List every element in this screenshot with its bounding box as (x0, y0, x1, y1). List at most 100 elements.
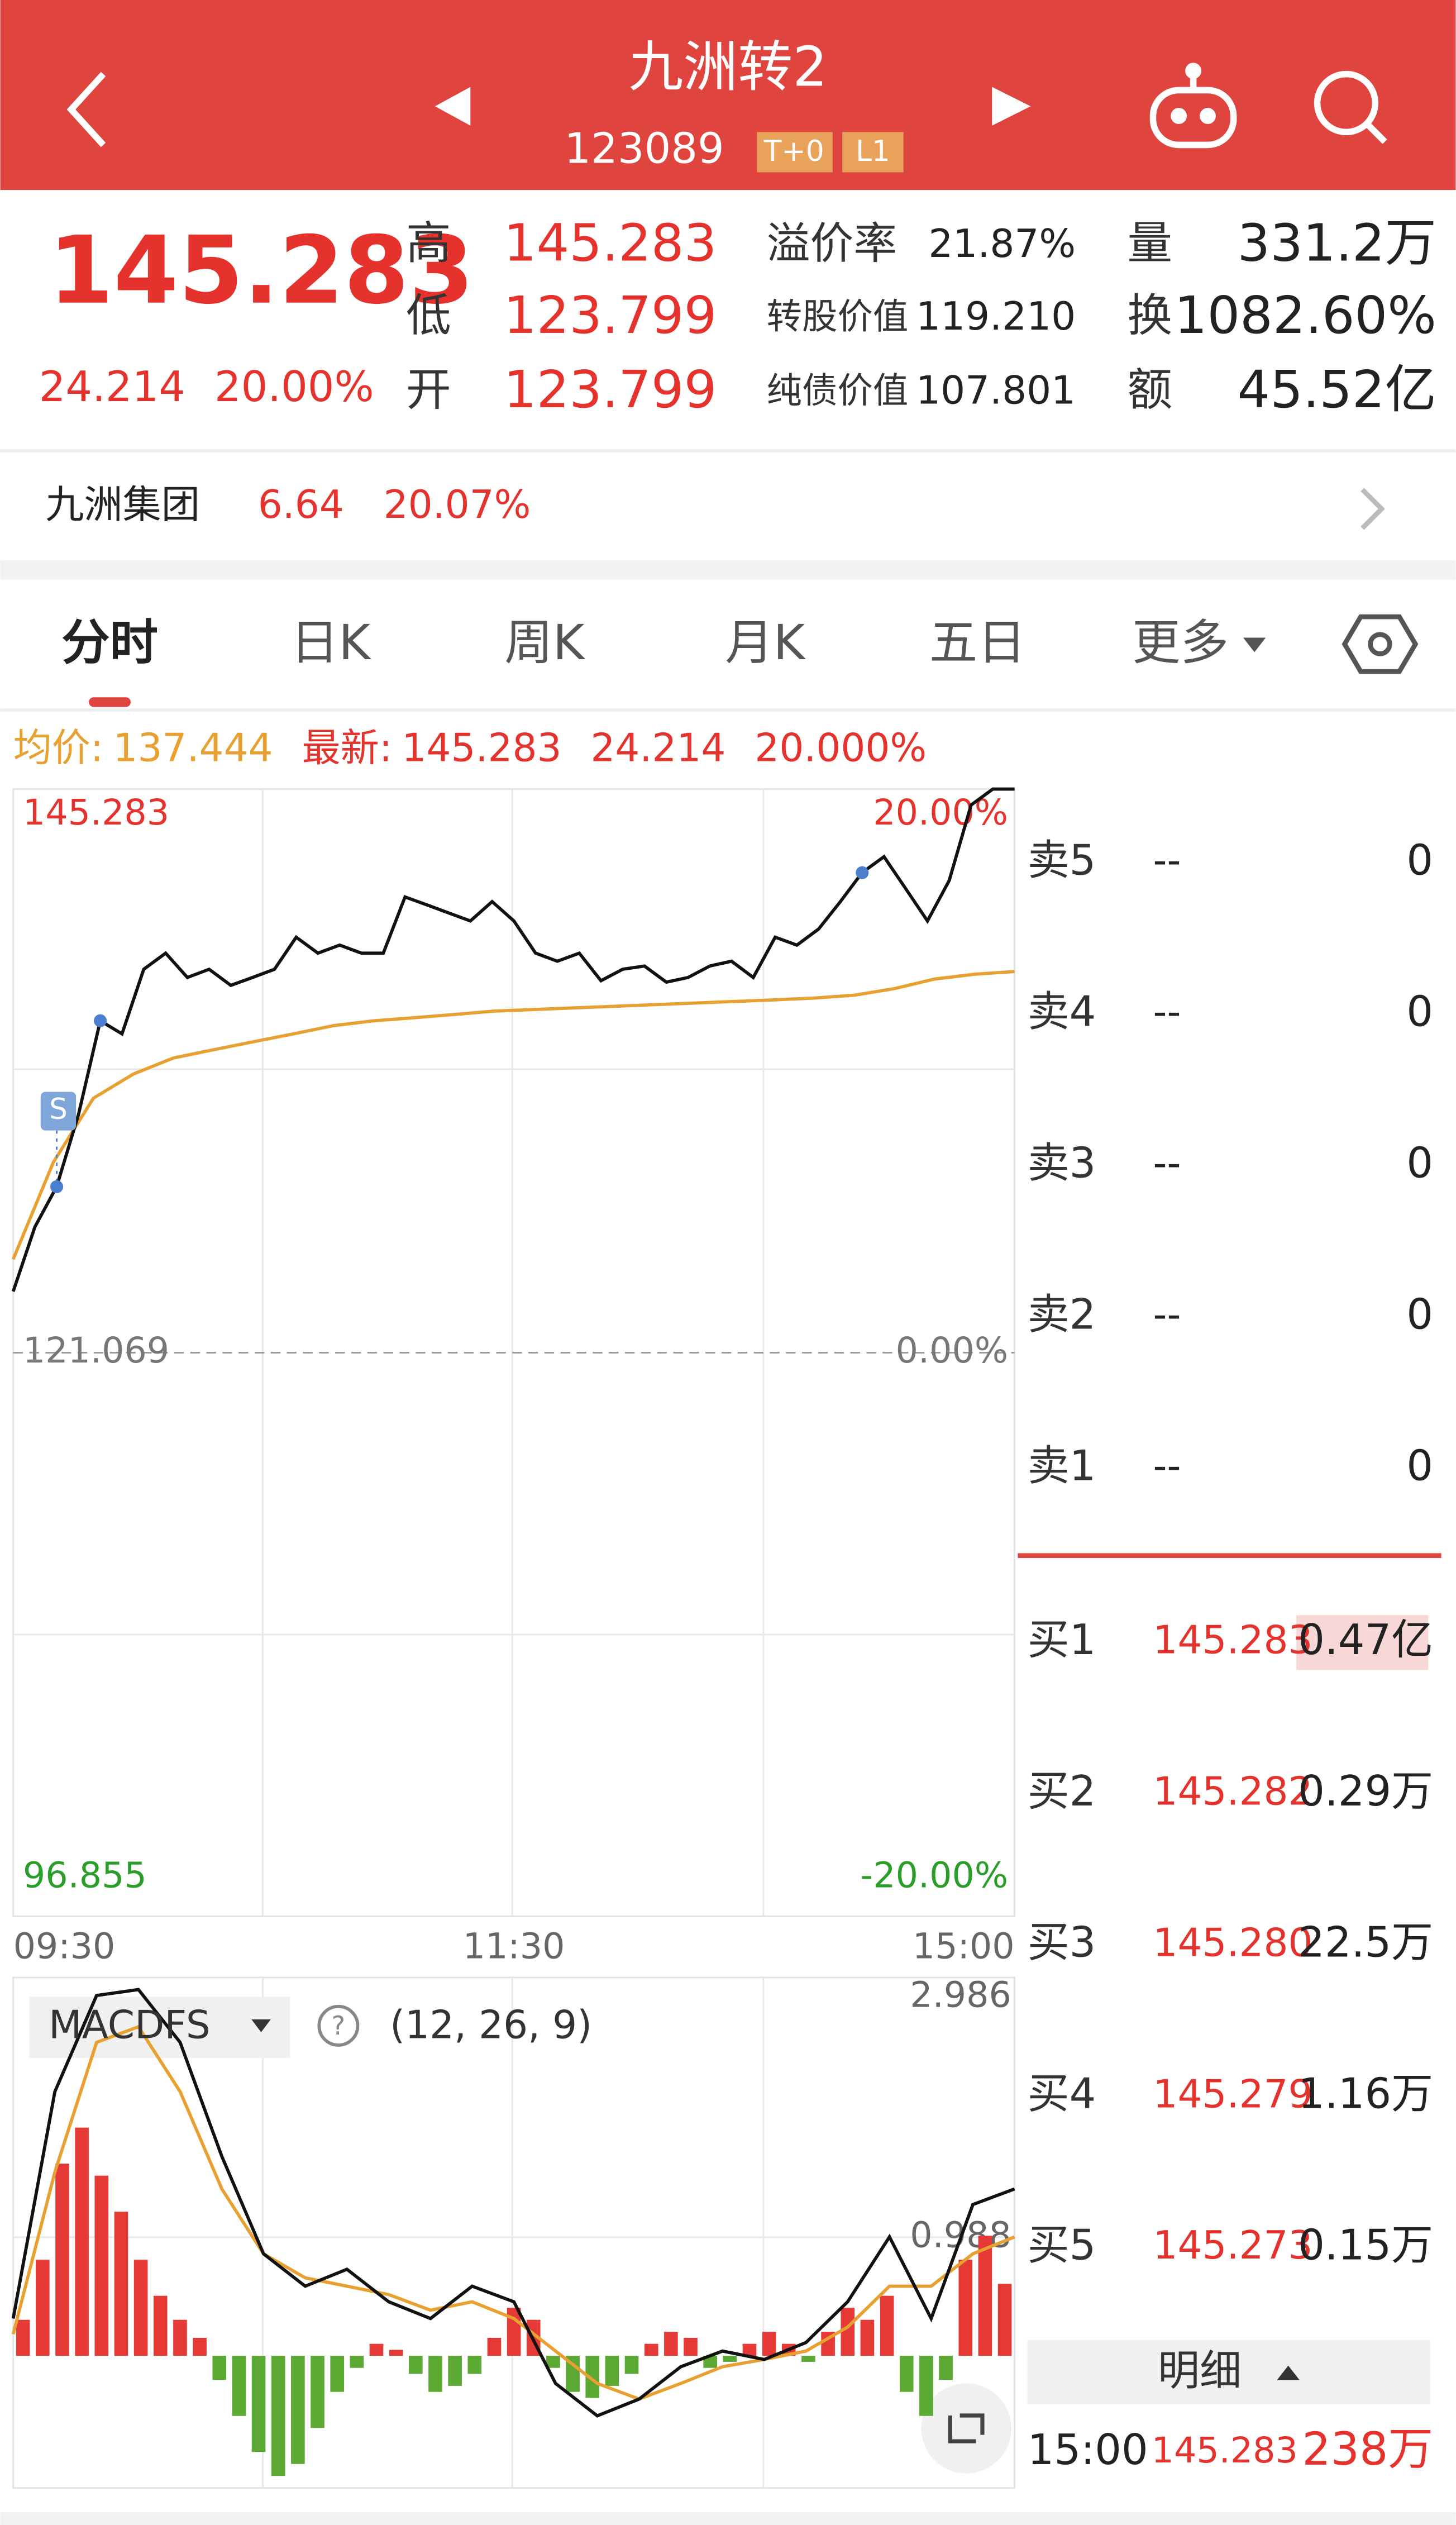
y-tick-label: 121.069 (23, 1330, 169, 1371)
macd-bar (919, 2356, 933, 2416)
dea-line (11, 2024, 1015, 2401)
macd-bar (193, 2337, 207, 2356)
macd-bar (36, 2260, 50, 2356)
stat-value: 123.799 (504, 285, 717, 345)
macd-bar (487, 2337, 502, 2356)
book-label: 买5 (1028, 2221, 1096, 2270)
tab[interactable]: 更多 (1132, 615, 1229, 671)
macd-bar (350, 2356, 364, 2368)
pct-label: -20.00% (860, 1855, 1008, 1896)
tab[interactable]: 周K (504, 615, 585, 671)
stat-value: 107.801 (916, 368, 1076, 413)
stat-value: 119.210 (916, 294, 1076, 339)
stat-value: 123.799 (504, 359, 717, 420)
book-volume: 0 (1406, 836, 1433, 885)
macd-bar (723, 2356, 737, 2362)
avg-line (11, 970, 1015, 1260)
detail-button[interactable] (1027, 2340, 1430, 2404)
book-price: -- (1153, 839, 1181, 883)
change-pct: 20.00% (214, 362, 374, 411)
dif-line (11, 1988, 1015, 2418)
macd-bar (389, 2350, 403, 2356)
book-label: 卖1 (1028, 1441, 1096, 1490)
stat-label: 纯债价值 (767, 370, 909, 411)
legend-item: 最新: (302, 726, 392, 770)
macd-bar (644, 2343, 658, 2356)
book-volume: 0 (1406, 1441, 1433, 1490)
tab[interactable]: 五日 (929, 615, 1026, 671)
trade-dot (856, 866, 869, 879)
macd-bar (173, 2319, 187, 2356)
robot-icon[interactable] (1149, 63, 1237, 149)
book-volume: 0.29万 (1298, 1766, 1433, 1816)
book-price: 145.280 (1153, 1921, 1313, 1965)
tab[interactable]: 分时 (61, 615, 158, 671)
y-tick-label: 145.283 (23, 792, 169, 833)
book-price: 145.279 (1153, 2072, 1313, 2117)
macd-bar (939, 2356, 953, 2380)
macd-bar (114, 2212, 128, 2356)
stat-value: 1082.60% (1175, 285, 1436, 345)
macd-bar (703, 2356, 717, 2368)
macd-bar (762, 2332, 776, 2356)
book-price: -- (1153, 990, 1181, 1035)
help-icon[interactable] (317, 2004, 360, 2047)
legend-item: 20.000% (755, 726, 927, 770)
stock-link-arrow[interactable] (1360, 488, 1385, 530)
indicator-params: (12, 26, 9) (390, 2003, 592, 2047)
book-volume: 0.47亿 (1298, 1615, 1433, 1664)
tag-bg (757, 132, 833, 173)
marker-label: S (49, 1093, 68, 1126)
macd-bar (684, 2337, 698, 2356)
book-price: -- (1153, 1141, 1181, 1186)
macd-bar (212, 2356, 227, 2380)
macd-bar (841, 2308, 855, 2356)
next-button[interactable] (992, 87, 1031, 126)
book-label: 卖3 (1028, 1138, 1096, 1188)
macd-bar (624, 2356, 639, 2374)
price-line (11, 787, 1015, 1292)
settings-icon[interactable] (1368, 632, 1392, 656)
indicator-name: MACDFS (49, 2003, 211, 2047)
legend-item: 137.444 (113, 726, 273, 770)
tab[interactable]: 日K (290, 615, 371, 671)
macd-bar (94, 2175, 109, 2356)
macd-bar (546, 2356, 560, 2368)
macd-bar (978, 2236, 992, 2356)
last-price: 145.283 (49, 217, 474, 325)
macd-bar (409, 2356, 423, 2374)
stat-value: 45.52亿 (1238, 359, 1436, 420)
stat-label: 开 (406, 364, 451, 416)
book-price: -- (1153, 1444, 1181, 1489)
back-button[interactable] (66, 72, 106, 147)
book-volume: 0 (1406, 1290, 1433, 1339)
search-icon[interactable] (1314, 70, 1387, 144)
macd-bar (75, 2127, 89, 2356)
macd-frame (12, 1976, 1016, 2489)
stat-value: 145.283 (504, 212, 717, 273)
grid (13, 789, 1015, 2488)
tag-bg (842, 132, 904, 173)
expand-button[interactable] (921, 2383, 1011, 2474)
trade-dot (50, 1180, 64, 1193)
divider (0, 560, 1456, 580)
legend-item: 145.283 (402, 726, 561, 770)
legend: 均价: 137.444 最新: 145.283 24.214 20.000% (13, 726, 927, 770)
macd-bar (311, 2356, 324, 2428)
y-tick-label: 96.855 (23, 1855, 147, 1896)
settings-icon[interactable] (1342, 614, 1419, 674)
macd-bar (369, 2343, 384, 2356)
book-price: -- (1153, 1293, 1181, 1337)
help-icon[interactable]: ? (332, 2011, 345, 2041)
detail-time: 15:00 (1028, 2425, 1148, 2474)
tab[interactable]: 月K (725, 615, 806, 671)
macd-bar (880, 2295, 894, 2356)
book-volume: 0 (1406, 987, 1433, 1036)
prev-button[interactable] (435, 87, 471, 126)
book-volume: 0 (1406, 1138, 1433, 1188)
stat-label: 额 (1127, 364, 1172, 416)
stat-label: 溢价率 (767, 219, 898, 269)
stat-label: 转股价值 (767, 296, 909, 337)
expand-button[interactable] (948, 2413, 985, 2443)
